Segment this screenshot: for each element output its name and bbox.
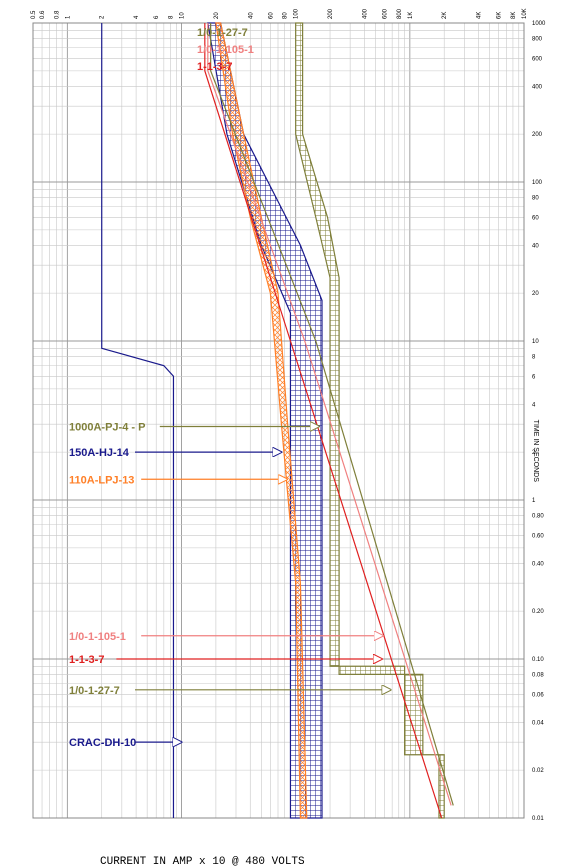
series-label: 1000A-PJ-4 - P [69,421,145,433]
x-tick-label: 0.6 [40,10,46,19]
series-label: CRAC-DH-10 [69,737,136,749]
x-tick-label: 4 [134,15,140,19]
y-tick-label: 100 [532,180,543,186]
top-label: 1/0-1-105-1 [197,44,254,56]
curve-bands [207,22,445,819]
x-tick-label: 4K [477,12,483,19]
y-tick-label: 0.20 [532,609,544,615]
y-tick-label: 4 [532,402,536,408]
y-tick-label: 40 [532,243,539,249]
y-tick-label: 20 [532,291,539,297]
y-tick-label: 0.40 [532,561,544,567]
y-tick-label: 6 [532,374,536,380]
x-tick-label: 0.8 [54,10,60,19]
x-tick-label: 40 [248,12,254,19]
band-2 [215,22,308,819]
y-tick-label: 1 [532,498,536,504]
curve-6 [101,23,175,818]
curve-5 [210,23,454,806]
x-tick-label: 1 [65,15,71,19]
x-tick-label: 1K [408,12,414,19]
band-0 [295,22,445,819]
x-tick-label: 2K [442,12,448,19]
x-tick-label: 400 [362,8,368,19]
x-tick-label: 600 [383,8,389,19]
y-tick-label: 0.60 [532,533,544,539]
x-tick-label: 6K [497,12,503,19]
y-tick-label: 600 [532,56,543,62]
curve-4 [204,23,443,819]
x-tick-label: 8K [511,12,517,19]
x-axis-title: CURRENT IN AMP x 10 @ 480 VOLTS [100,856,305,867]
curve-3 [207,23,452,806]
series-label: 150A-HJ-14 [69,447,130,459]
top-labels: 1/0-1-27-7 1/0-1-105-1 1-1-3-7 [197,27,254,73]
x-tick-label: 200 [328,8,334,19]
series-label: 1/0-1-27-7 [69,685,120,697]
x-tick-label: 6 [154,15,160,19]
series-label: 1-1-3-7 [69,654,104,666]
series-labels: 1000A-PJ-4 - P 150A-HJ-14 110A-LPJ-13 1/0-1… [69,421,391,749]
plot-frame [32,22,525,819]
y-tick-label: 800 [532,36,543,42]
series-label: 1/0-1-105-1 [69,631,126,643]
y-tick-label: 0.01 [532,816,544,822]
x-tick-label: 8 [168,15,174,19]
y-tick-label: 60 [532,215,539,221]
y-tick-label: 10 [532,339,539,345]
y-tick-label: 0.02 [532,768,544,774]
y-tick-label: 400 [532,84,543,90]
x-tick-labels: 0.5 0.6 0.8 1 2 4 6 8 10 20 40 60 80 100 200 400 600 800 1… [31,8,528,19]
y-tick-label: 8 [532,354,536,360]
x-tick-label: 60 [268,12,274,19]
x-tick-label: 0.5 [31,10,37,19]
y-tick-label: 0.04 [532,720,544,726]
y-tick-label: 1000 [532,21,546,27]
y-tick-label: 0.06 [532,692,544,698]
series-label: 110A-LPJ-13 [69,474,134,486]
y-tick-label: 80 [532,195,539,201]
x-tick-label: 800 [397,8,403,19]
y-tick-label: 2 [532,450,536,456]
y-tick-label: 0.10 [532,657,544,663]
y-tick-label: 0.80 [532,513,544,519]
x-tick-label: 10 [180,12,186,19]
y-axis-title: TIME IN SECONDS [532,420,539,483]
top-label: 1/0-1-27-7 [197,27,248,39]
curve-lines [101,23,454,819]
y-tick-labels: 1000 800 600 400 200 100 80 60 40 20 10 8 6 4 2 1 0.80 0.… [532,21,546,822]
top-label: 1-1-3-7 [197,61,232,73]
x-tick-label: 10K [522,8,528,19]
x-tick-label: 20 [214,12,220,19]
x-tick-label: 100 [294,8,300,19]
x-tick-label: 80 [283,12,289,19]
y-tick-label: 0.08 [532,672,544,678]
x-tick-label: 2 [100,15,106,19]
y-tick-label: 200 [532,132,543,138]
